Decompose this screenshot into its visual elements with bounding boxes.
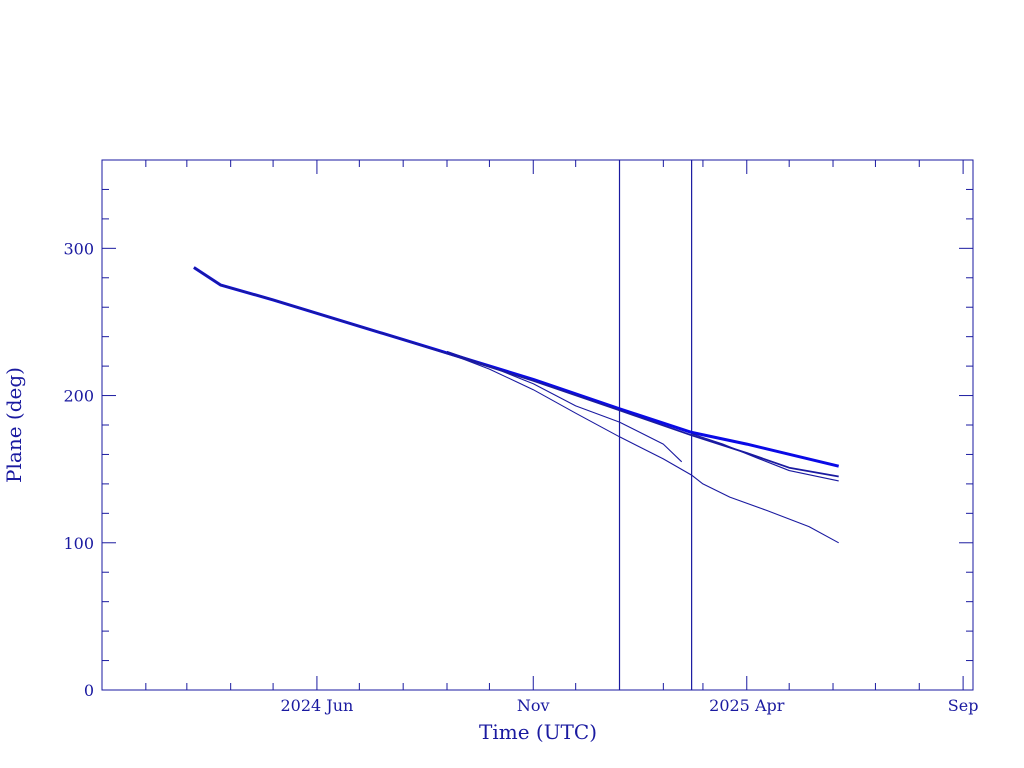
y-tick-label: 100 <box>63 534 94 553</box>
series-line-2 <box>193 266 839 478</box>
y-tick-labels: 0 100 200 300 <box>63 239 94 700</box>
series-line-4 <box>446 352 839 544</box>
x-tick-labels: 2024 Jun Nov 2025 Apr Sep <box>281 696 979 715</box>
x-axis-label: Time (UTC) <box>479 720 597 744</box>
y-tick-label: 0 <box>84 681 94 700</box>
vertical-markers <box>618 160 693 690</box>
series-group <box>193 266 840 544</box>
x-ticks <box>101 160 964 690</box>
x-tick-label: 2025 Apr <box>709 696 785 715</box>
x-tick-label: Sep <box>948 696 979 715</box>
x-tick-label: 2024 Jun <box>281 696 354 715</box>
y-axis-label: Plane (deg) <box>2 367 26 483</box>
series-line-3 <box>446 350 683 463</box>
x-tick-label: Nov <box>517 696 550 715</box>
y-tick-label: 200 <box>63 387 94 406</box>
series-line-5 <box>691 433 839 482</box>
y-ticks <box>102 159 973 691</box>
plot-frame <box>101 159 974 691</box>
y-tick-label: 300 <box>63 239 94 258</box>
series-line-1 <box>193 266 840 468</box>
